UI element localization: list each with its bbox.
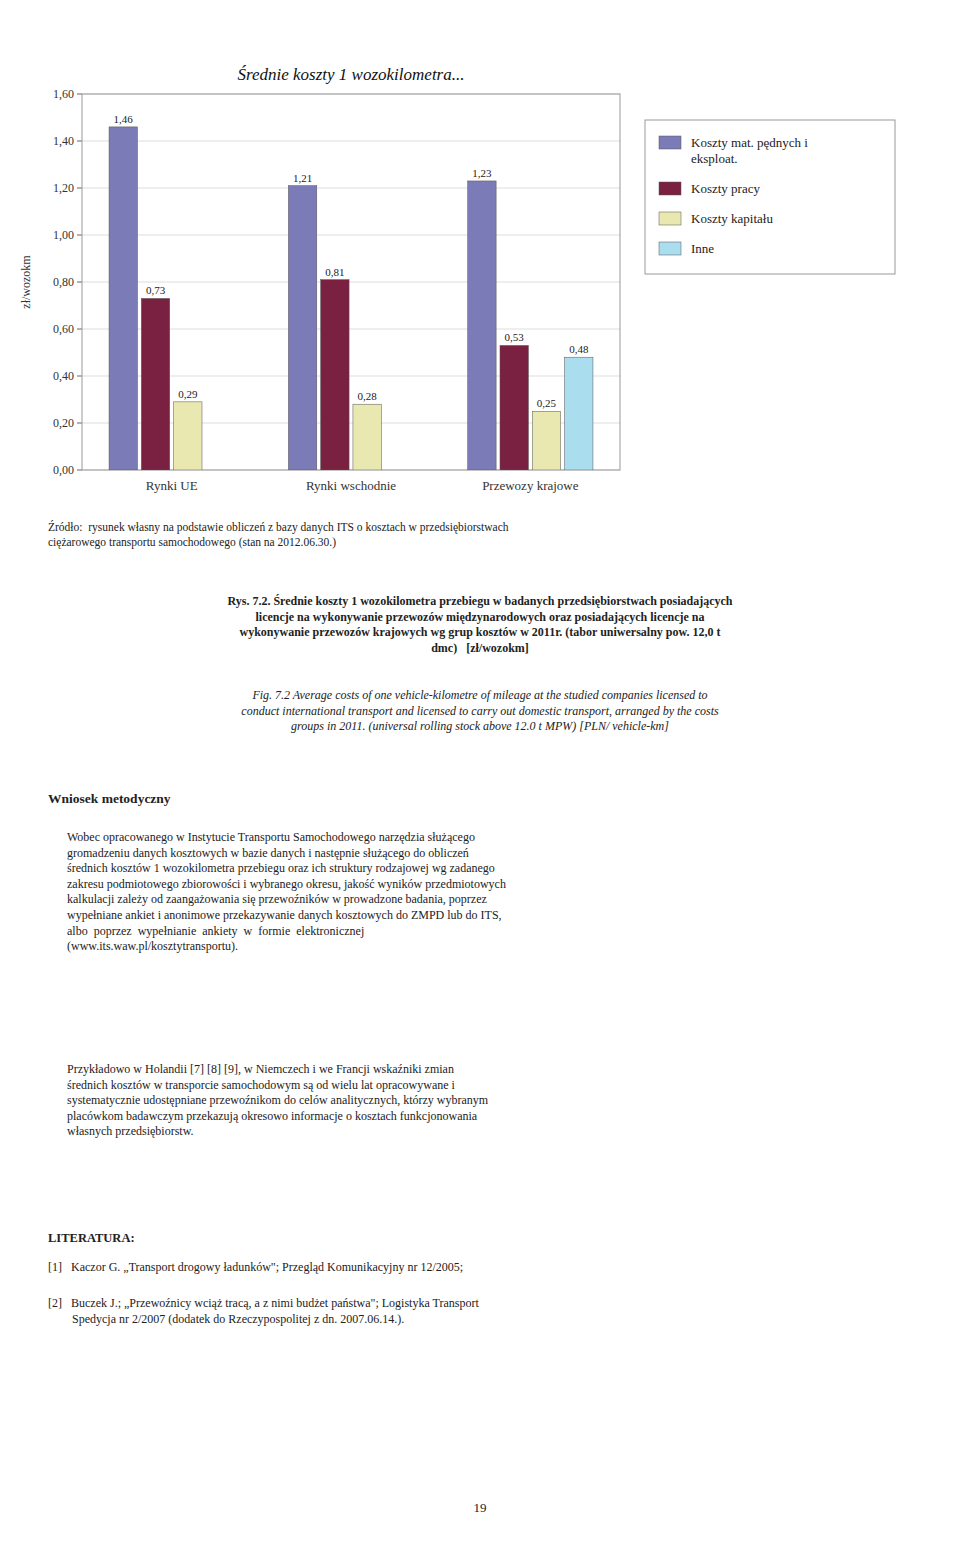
x-tick-label: Rynki UE — [146, 478, 198, 493]
grid-line — [82, 282, 620, 283]
grid-line — [82, 141, 620, 142]
legend-swatch — [659, 182, 681, 195]
legend-swatch — [659, 212, 681, 225]
bar — [141, 298, 169, 470]
data-label: 0,28 — [358, 390, 378, 402]
ref1: [1] Kaczor G. „Transport drogowy ładunkó… — [48, 1260, 463, 1276]
data-label: 1,23 — [472, 167, 492, 179]
y-tick — [77, 329, 82, 330]
bar — [468, 181, 496, 470]
y-tick-label: 0,60 — [53, 322, 74, 336]
legend-frame — [645, 120, 895, 274]
ref2: [2] Buczek J.; „Przewoźnicy wciąż tracą,… — [48, 1296, 479, 1327]
para1: Wobec opracowanego w Instytucie Transpor… — [67, 830, 506, 955]
grid-line — [82, 188, 620, 189]
grid-line — [82, 235, 620, 236]
bar — [565, 357, 593, 470]
legend-label: Koszty pracy — [691, 181, 760, 196]
y-axis-label: zł/wozokm — [19, 255, 33, 309]
plot-frame — [82, 94, 620, 470]
bar — [532, 411, 560, 470]
para2: Przykładowo w Holandii [7] [8] [9], w Ni… — [67, 1062, 488, 1140]
page: {"chart_data": {"type": "bar", "title": … — [0, 0, 960, 1565]
y-tick-label: 1,60 — [53, 87, 74, 101]
y-tick — [77, 470, 82, 471]
data-label: 0,48 — [569, 343, 589, 355]
caption-pl: Rys. 7.2. Średnie koszty 1 wozokilometra… — [0, 594, 960, 656]
y-tick-label: 1,00 — [53, 228, 74, 242]
bar — [109, 127, 137, 470]
y-tick-label: 0,80 — [53, 275, 74, 289]
data-label: 0,29 — [178, 388, 198, 400]
data-label: 0,81 — [325, 266, 344, 278]
literatura-header: LITERATURA: — [48, 1230, 135, 1246]
data-label: 1,46 — [114, 113, 134, 125]
data-label: 0,73 — [146, 284, 166, 296]
legend-label: Koszty kapitału — [691, 211, 773, 226]
data-label: 0,53 — [505, 331, 525, 343]
legend-label: Inne — [691, 241, 714, 256]
data-label: 1,21 — [293, 172, 312, 184]
y-tick — [77, 188, 82, 189]
chart: 0,00 0,20 0,40 0,60 0,80 1,00 1,20 1,40 1,60 1,46… — [0, 0, 960, 500]
bars — [109, 127, 593, 470]
source-line: Źródło: rysunek własny na podstawie obli… — [48, 520, 509, 550]
caption-en: Fig. 7.2 Average costs of one vehicle-ki… — [0, 688, 960, 735]
y-tick-label: 1,20 — [53, 181, 74, 195]
bar — [288, 186, 316, 470]
y-tick-label: 0,20 — [53, 416, 74, 430]
bar — [353, 404, 381, 470]
section-header: Wniosek metodyczny — [48, 790, 171, 808]
y-tick-label: 0,00 — [53, 463, 74, 477]
y-tick — [77, 282, 82, 283]
x-tick-label: Rynki wschodnie — [306, 478, 396, 493]
y-tick-label: 1,40 — [53, 134, 74, 148]
legend: Koszty mat. pędnych ieksploat. Koszty pra… — [645, 120, 895, 274]
page-number: 19 — [0, 1500, 960, 1517]
y-tick — [77, 376, 82, 377]
y-tick — [77, 94, 82, 95]
bar — [174, 402, 202, 470]
bar — [321, 280, 349, 470]
data-labels: 1,46 1,21 1,23 0,73 0,81 0,53 0,29 0,28 0,25 0,48 — [114, 113, 589, 409]
legend-swatch — [659, 136, 681, 149]
data-label: 0,25 — [537, 397, 557, 409]
bar — [500, 345, 528, 470]
y-tick — [77, 141, 82, 142]
y-tick — [77, 423, 82, 424]
title: Średnie koszty 1 wozokilometra... — [238, 65, 465, 84]
y-tick-label: 0,40 — [53, 369, 74, 383]
legend-swatch — [659, 242, 681, 255]
x-tick-label: Przewozy krajowe — [482, 478, 579, 493]
y-tick — [77, 235, 82, 236]
legend-label: Koszty mat. pędnych ieksploat. — [691, 135, 808, 166]
